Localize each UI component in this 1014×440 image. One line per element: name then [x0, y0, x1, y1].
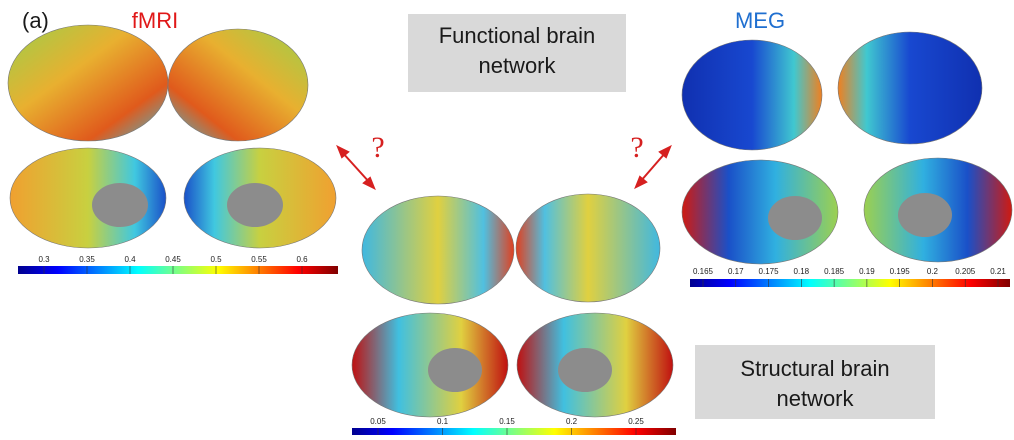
fmri-label: fMRI	[132, 8, 178, 33]
colorbar-label: 0.25	[628, 417, 644, 426]
question-mark: ?	[630, 131, 643, 164]
panel-label: (a)	[22, 8, 49, 33]
colorbar-label: 0.205	[955, 267, 976, 276]
colorbar-label: 0.3	[38, 255, 50, 264]
colorbar-label: 0.15	[499, 417, 515, 426]
functional-title: Functional brain	[439, 23, 596, 48]
colorbar-label: 0.21	[990, 267, 1006, 276]
structural-brains	[351, 193, 674, 418]
colorbar-label: 0.55	[251, 255, 267, 264]
meg-colorbar	[690, 279, 1010, 287]
fmri-colorbar	[18, 266, 338, 274]
colorbar-label: 0.18	[794, 267, 810, 276]
colorbar-label: 0.19	[859, 267, 875, 276]
colorbar-label: 0.17	[728, 267, 744, 276]
colorbar-label: 0.05	[370, 417, 386, 426]
colorbar-label: 0.175	[759, 267, 780, 276]
functional-box	[408, 14, 626, 92]
colorbar-label: 0.1	[437, 417, 449, 426]
colorbar-label: 0.35	[79, 255, 95, 264]
arrows	[336, 144, 672, 191]
structural-title: Structural brain	[740, 356, 889, 381]
structural-box	[695, 345, 935, 419]
meg-label: MEG	[735, 8, 785, 33]
question-mark: ?	[371, 131, 384, 164]
colorbar-label: 0.165	[693, 267, 714, 276]
fmri-brains	[7, 24, 337, 249]
colorbar-label: 0.4	[124, 255, 136, 264]
structural-colorbar	[352, 428, 676, 435]
colorbar-label: 0.2	[566, 417, 578, 426]
colorbar-label: 0.45	[165, 255, 181, 264]
colorbar-label: 0.5	[210, 255, 222, 264]
colorbar-label: 0.195	[890, 267, 911, 276]
colorbar-labels: 0.3 0.35 0.4 0.45 0.5 0.55 0.6 0.165 0.17 0.175 0.…	[38, 255, 1006, 435]
colorbar-label: 0.2	[927, 267, 939, 276]
structural-title: network	[776, 386, 854, 411]
colorbar-label: 0.185	[824, 267, 845, 276]
colorbar-label: 0.6	[296, 255, 308, 264]
meg-brains	[681, 31, 1013, 265]
functional-title: network	[478, 53, 556, 78]
